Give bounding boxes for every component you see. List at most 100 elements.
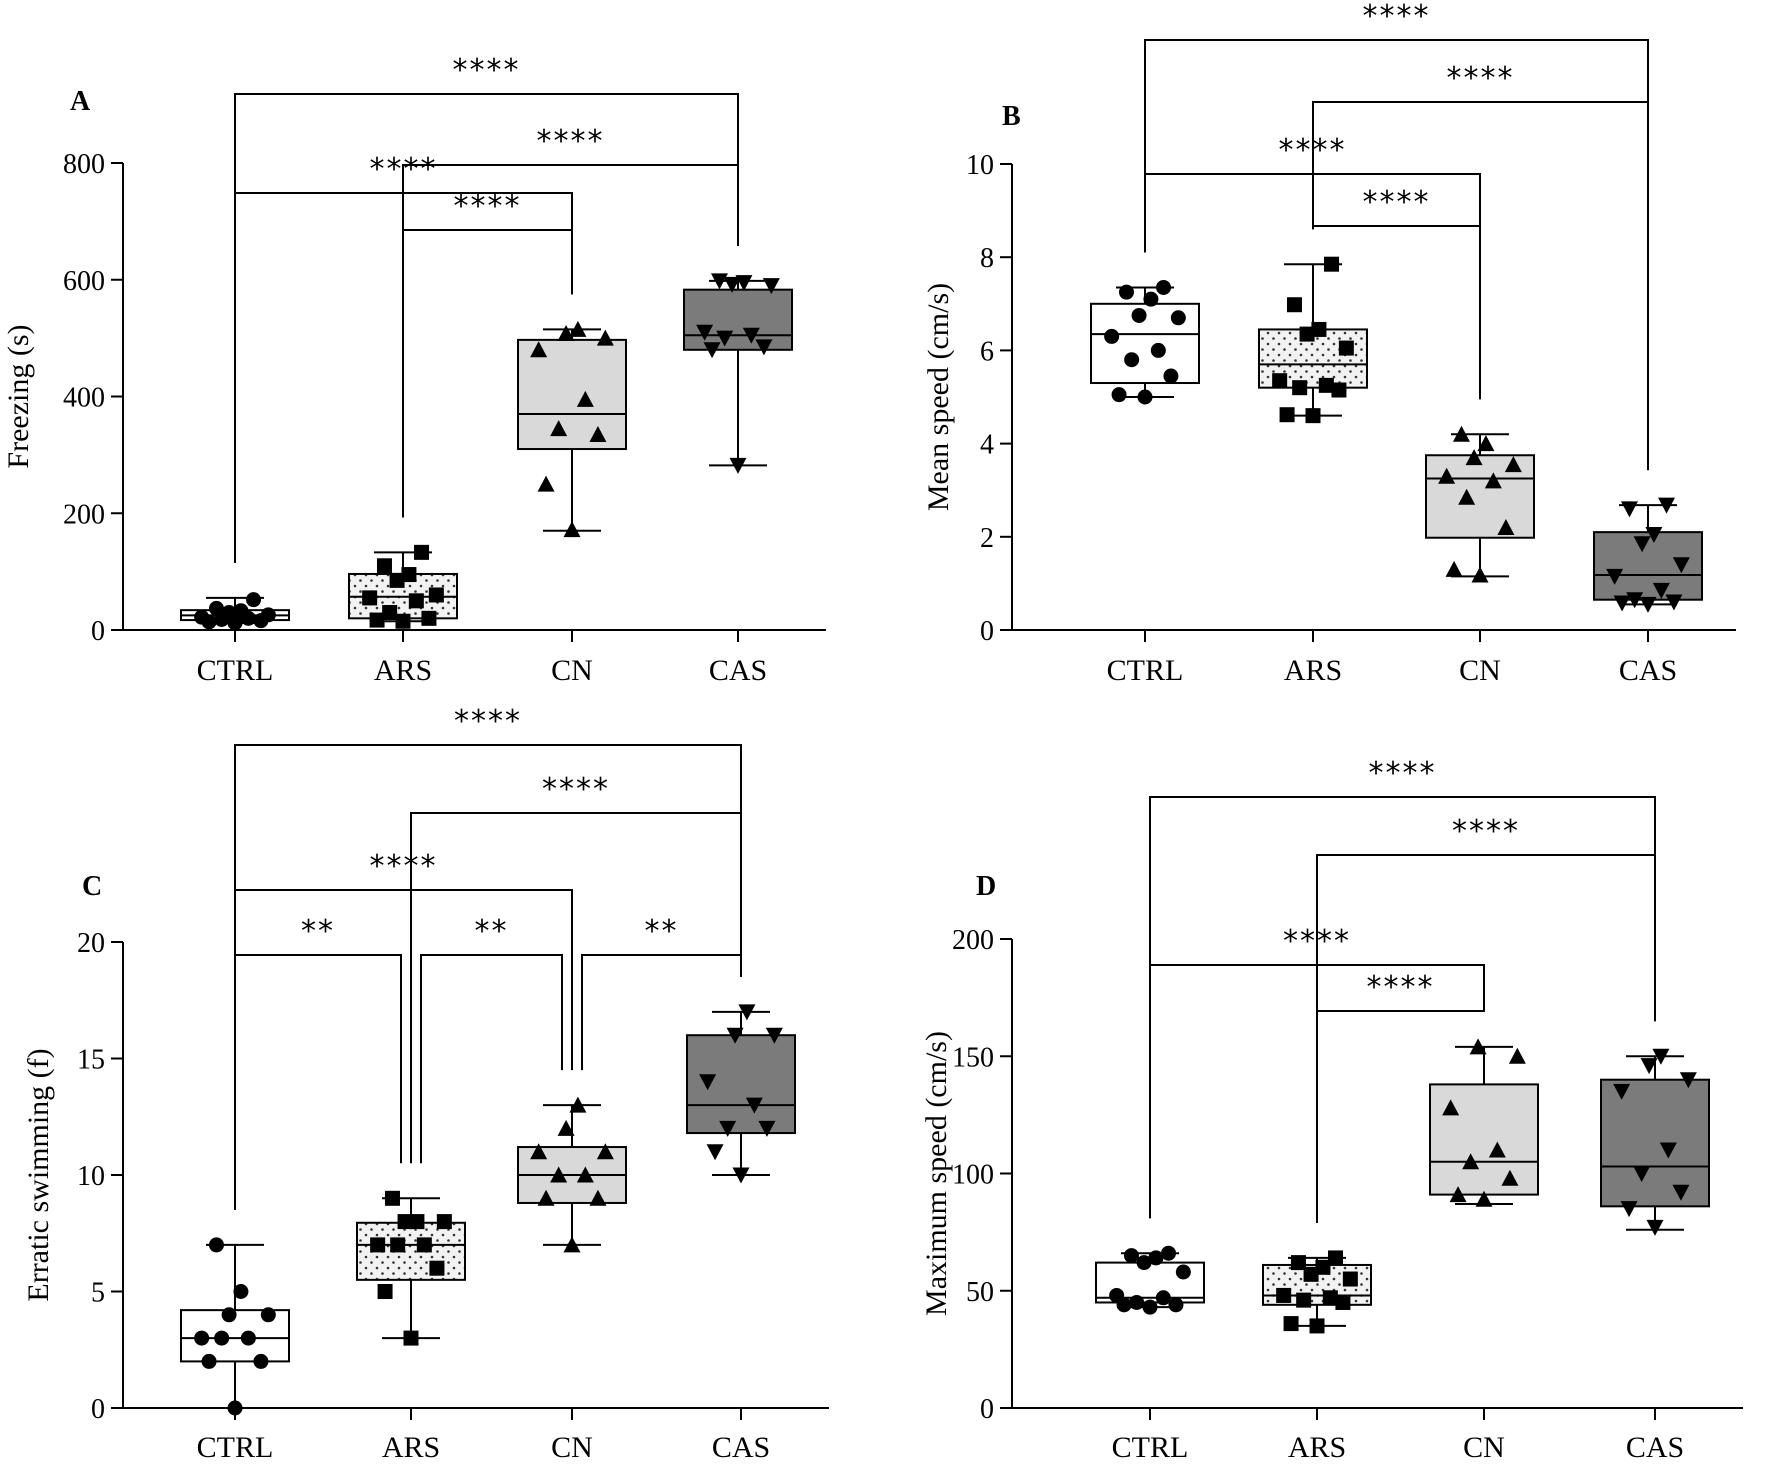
- iqr-box: [1593, 531, 1703, 601]
- data-point: [719, 1120, 737, 1137]
- data-point: [382, 604, 398, 620]
- data-point: [1679, 1072, 1697, 1089]
- data-point: [1640, 1058, 1658, 1075]
- significance-bracket: [1149, 796, 1656, 1219]
- data-point: [569, 320, 587, 337]
- data-point: [1124, 352, 1140, 368]
- data-point: [755, 339, 773, 356]
- data-point: [758, 1120, 776, 1137]
- box-ctrl: [180, 1237, 290, 1416]
- data-point: [706, 1144, 724, 1161]
- data-point: [589, 1189, 607, 1206]
- iqr-box: [1429, 1083, 1539, 1196]
- data-point: [1150, 342, 1166, 358]
- data-point: [253, 1353, 269, 1369]
- data-point: [1633, 536, 1651, 553]
- data-point: [214, 1330, 230, 1346]
- data-point: [416, 1237, 432, 1253]
- data-point: [1672, 557, 1690, 574]
- significance-label: ****: [453, 53, 521, 88]
- data-point: [208, 600, 224, 616]
- y-axis-title: Maximum speed (cm/s): [920, 1031, 953, 1316]
- data-point: [1497, 518, 1515, 535]
- data-point: [765, 1027, 783, 1044]
- data-point: [1488, 1141, 1506, 1158]
- box-cas: [686, 1004, 796, 1184]
- panel-d: D 0 50 100 150 200 Maximum speed (cm/s) CTRL ARS…: [920, 756, 1743, 1464]
- data-point: [370, 1237, 386, 1253]
- data-point: [1620, 1201, 1638, 1218]
- data-point: [260, 1307, 276, 1323]
- data-point: [1136, 1255, 1152, 1271]
- data-point: [1484, 472, 1502, 489]
- data-point: [384, 1190, 400, 1206]
- data-point: [1338, 340, 1354, 356]
- y-tick-label: 15: [77, 1045, 105, 1076]
- data-point: [1501, 1169, 1519, 1186]
- box-cas: [1600, 1048, 1710, 1236]
- data-point: [428, 587, 444, 603]
- data-point: [240, 1330, 256, 1346]
- significance-label: ****: [370, 849, 438, 884]
- significance-label: ****: [1367, 970, 1435, 1005]
- data-point: [227, 1400, 243, 1416]
- data-point: [1156, 279, 1172, 295]
- data-point: [716, 330, 734, 347]
- data-point: [1458, 488, 1476, 505]
- data-point: [1303, 1266, 1319, 1282]
- data-point: [390, 1237, 406, 1253]
- data-point: [401, 567, 417, 583]
- data-point: [376, 558, 392, 574]
- data-point: [362, 590, 378, 606]
- data-point: [696, 324, 714, 341]
- x-category-label-cn: CN: [551, 654, 593, 687]
- significance-label: ****: [1452, 814, 1520, 849]
- data-point: [537, 1189, 555, 1206]
- data-point: [1452, 425, 1470, 442]
- data-point: [1131, 307, 1147, 323]
- data-point: [1465, 449, 1483, 466]
- data-point: [1276, 1287, 1292, 1303]
- x-category-label-ctrl: CTRL: [1107, 654, 1184, 687]
- data-point: [421, 610, 437, 626]
- data-point: [1606, 568, 1624, 585]
- data-point: [1445, 560, 1463, 577]
- data-point: [762, 278, 780, 295]
- box-cas: [683, 273, 793, 474]
- box-ars: [356, 1190, 466, 1346]
- data-point: [738, 1004, 756, 1021]
- iqr-box: [683, 288, 793, 351]
- data-point: [233, 1284, 249, 1299]
- y-tick-label: 0: [980, 616, 994, 647]
- data-point: [1148, 1250, 1164, 1266]
- y-axis-title: Freezing (s): [2, 324, 35, 468]
- data-point: [1129, 1294, 1145, 1310]
- data-point: [429, 1260, 445, 1276]
- significance-label: ****: [1363, 185, 1431, 220]
- data-point: [735, 275, 753, 292]
- data-point: [1283, 1316, 1299, 1332]
- data-point: [550, 420, 568, 437]
- x-category-label-ars: ARS: [1284, 654, 1342, 687]
- data-point: [1626, 592, 1644, 609]
- data-point: [1155, 1290, 1171, 1306]
- x-category-label-cas: CAS: [1619, 654, 1677, 687]
- data-point: [1309, 1318, 1325, 1334]
- data-point: [563, 1236, 581, 1253]
- x-category-label-cas: CAS: [1626, 1431, 1684, 1464]
- x-category-label-cn: CN: [1463, 1431, 1505, 1464]
- y-tick-label: 6: [980, 336, 994, 367]
- box-cn: [517, 320, 627, 538]
- significance-label: ****: [1363, 0, 1431, 34]
- data-point: [1168, 1297, 1184, 1313]
- iqr-box: [1600, 1078, 1710, 1208]
- data-point: [397, 1214, 413, 1230]
- data-point: [1471, 566, 1489, 583]
- x-category-label-ctrl: CTRL: [197, 1431, 274, 1464]
- y-tick-label: 50: [966, 1277, 994, 1308]
- data-point: [1652, 1048, 1670, 1065]
- data-point: [1665, 594, 1683, 611]
- data-point: [1318, 377, 1334, 393]
- data-point: [1311, 321, 1327, 337]
- data-point: [1620, 501, 1638, 518]
